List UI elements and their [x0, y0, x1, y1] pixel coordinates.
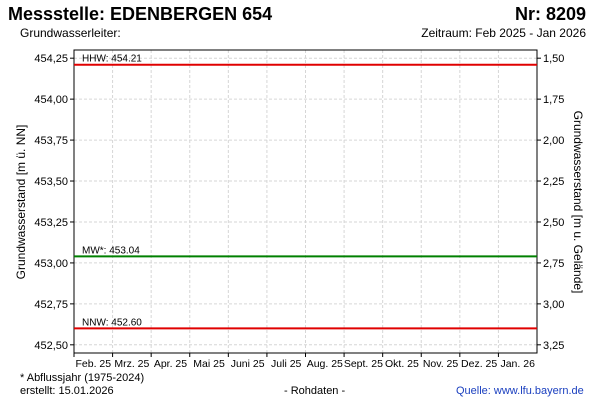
- y2-tick-label: 3,00: [543, 299, 564, 311]
- created-date: erstellt: 15.01.2026: [20, 385, 114, 397]
- reference-lines: HHW: 454.21 MW*: 453.04 NNW: 452.60: [74, 54, 537, 330]
- y-tick-label: 454,00: [34, 94, 68, 106]
- y2-tick-label: 1,75: [543, 94, 564, 106]
- left-axis-ticks: 454,25 454,00 453,75 453,50 453,25 453,00 452,…: [34, 53, 74, 352]
- y2-tick-label: 2,50: [543, 217, 564, 229]
- x-tick-label: Dez. 25: [461, 358, 497, 370]
- period-label: Zeitraum: Feb 2025 - Jan 2026: [421, 26, 586, 40]
- y-tick-label: 452,50: [34, 340, 68, 352]
- footnote: * Abflussjahr (1975-2024): [20, 372, 145, 384]
- y2-tick-label: 2,00: [543, 135, 564, 147]
- x-tick-label: Nov. 25: [423, 358, 459, 370]
- x-tick-label: Mai 25: [193, 358, 225, 370]
- y2-tick-label: 2,75: [543, 258, 564, 270]
- reference-label: NNW: 452.60: [82, 317, 142, 328]
- y2-tick-label: 1,50: [543, 53, 564, 65]
- station-number: Nr: 8209: [514, 4, 586, 24]
- reference-label: MW*: 453.04: [82, 245, 140, 256]
- x-tick-label: Juli 25: [271, 358, 302, 370]
- grid-lines: [74, 50, 537, 353]
- x-tick-label: Okt. 25: [385, 358, 419, 370]
- reference-label: HHW: 454.21: [82, 54, 142, 65]
- y-tick-label: 453,25: [34, 217, 68, 229]
- right-axis-ticks: 1,50 1,75 2,00 2,25 2,50 2,75 3,00 3,25: [537, 53, 564, 352]
- x-tick-label: Feb. 25: [75, 358, 111, 370]
- x-tick-label: Apr. 25: [154, 358, 187, 370]
- y-tick-label: 454,25: [34, 53, 68, 65]
- y-tick-label: 453,50: [34, 176, 68, 188]
- source-link[interactable]: Quelle: www.lfu.bayern.de: [456, 385, 584, 397]
- y-tick-label: 453,75: [34, 135, 68, 147]
- x-axis-ticks: Feb. 25 Mrz. 25 Apr. 25 Mai 25 Juni 25 Juli 2…: [73, 353, 535, 370]
- x-tick-label: Mrz. 25: [114, 358, 149, 370]
- y-tick-label: 452,75: [34, 299, 68, 311]
- aquifer-label: Grundwasserleiter:: [20, 26, 121, 40]
- y2-tick-label: 3,25: [543, 340, 564, 352]
- x-tick-label: Sept. 25: [344, 358, 383, 370]
- raw-data-note: - Rohdaten -: [284, 385, 346, 397]
- y-tick-label: 453,00: [34, 258, 68, 270]
- x-tick-label: Aug. 25: [307, 358, 343, 370]
- x-tick-label: Jan. 26: [500, 358, 535, 370]
- x-tick-label: Juni 25: [231, 358, 265, 370]
- station-title: Messstelle: EDENBERGEN 654: [8, 4, 273, 24]
- left-axis-label: Grundwasserstand [m ü. NN]: [14, 125, 28, 280]
- right-axis-label: Grundwasserstand [m u. Gelände]: [571, 111, 585, 294]
- y2-tick-label: 2,25: [543, 176, 564, 188]
